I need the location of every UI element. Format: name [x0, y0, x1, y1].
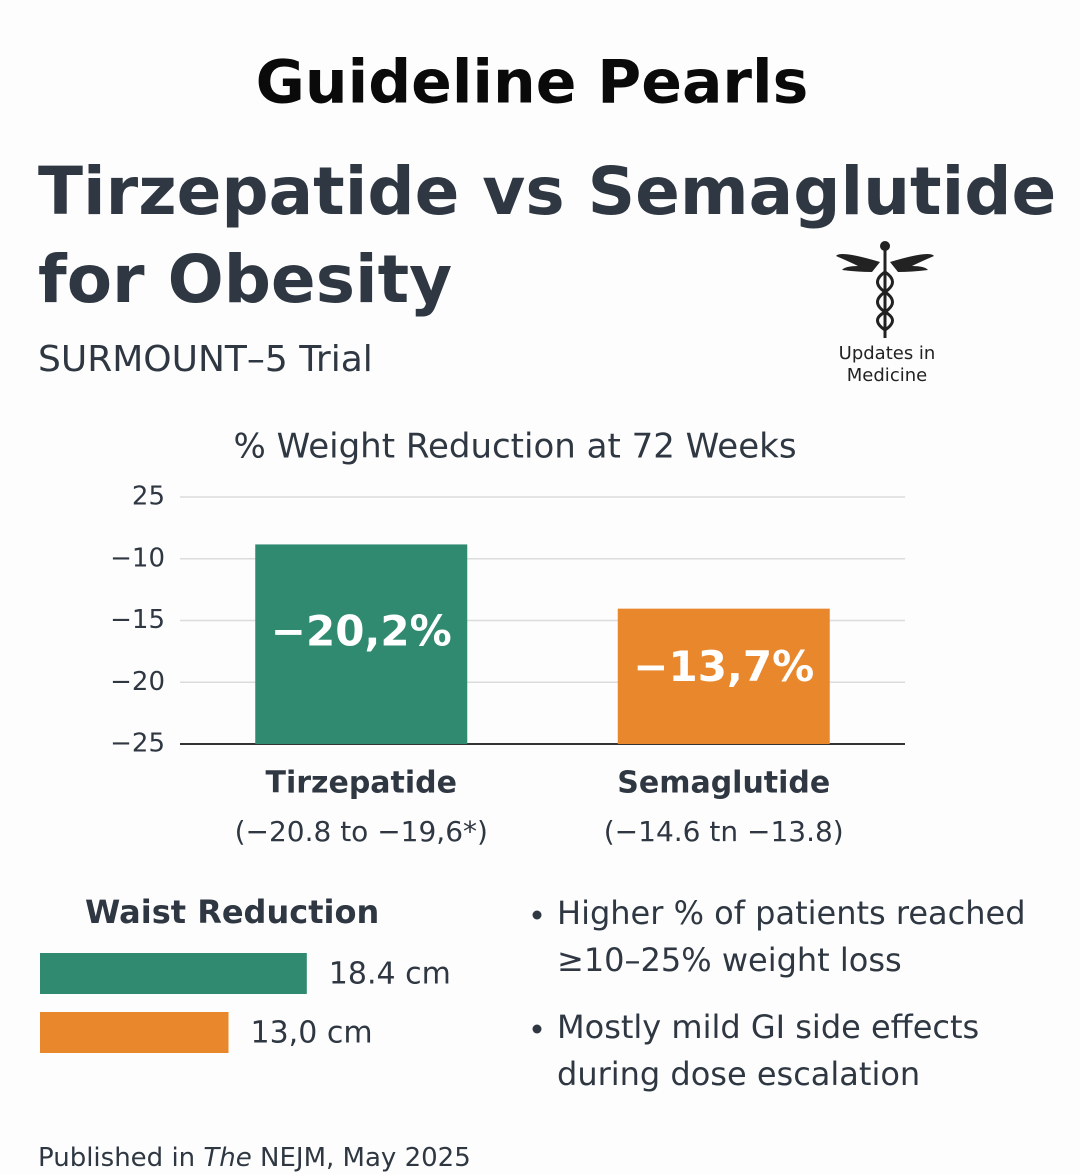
logo-icon	[836, 241, 934, 338]
waist-title: Waist Reduction	[85, 893, 379, 931]
footer-journal: The	[203, 1143, 251, 1173]
footer-text: NEJM, May 2025	[252, 1143, 471, 1173]
waist-value-label: 18.4 cm	[329, 957, 451, 992]
y-tick-label: −10	[110, 543, 165, 573]
waist-value-label: 13,0 cm	[251, 1016, 373, 1051]
y-tick-label: −20	[110, 667, 165, 697]
bar	[255, 544, 468, 744]
y-tick-label: 25	[132, 482, 165, 512]
value-label: −13,7%	[633, 642, 814, 691]
waist-bar	[40, 953, 307, 994]
page-title: Guideline Pearls	[256, 48, 809, 118]
category-label: Tirzepatide	[265, 766, 457, 801]
interval-label: (−20.8 to −19,6*)	[235, 815, 488, 848]
bar	[617, 608, 830, 744]
subtitle: SURMOUNT–5 Trial	[38, 339, 373, 380]
category-label: Semaglutide	[617, 766, 830, 801]
logo-text: Updates in	[839, 343, 936, 364]
footer-text: Published in	[38, 1143, 203, 1173]
heading: Tirzepatide vs Semaglutide	[38, 153, 1056, 230]
bullet-text: Higher % of patients reached	[557, 894, 1026, 932]
logo-text: Medicine	[847, 365, 927, 386]
bullet-text: Mostly mild GI side effects	[557, 1008, 979, 1046]
y-tick-label: −15	[110, 605, 165, 635]
footer: Published in The NEJM, May 2025	[38, 1143, 471, 1173]
chart-title: % Weight Reduction at 72 Weeks	[233, 427, 796, 467]
bullet-text: during dose escalation	[557, 1055, 920, 1093]
waist-bar	[40, 1012, 229, 1053]
bullet-text: ≥10–25% weight loss	[557, 941, 902, 979]
value-label: −20,2%	[271, 607, 452, 656]
interval-label: (−14.6 tn −13.8)	[604, 815, 844, 848]
y-tick-label: −25	[110, 729, 165, 759]
heading: for Obesity	[38, 241, 452, 318]
bullet-dot	[532, 1024, 542, 1034]
bullet-dot	[532, 910, 542, 920]
